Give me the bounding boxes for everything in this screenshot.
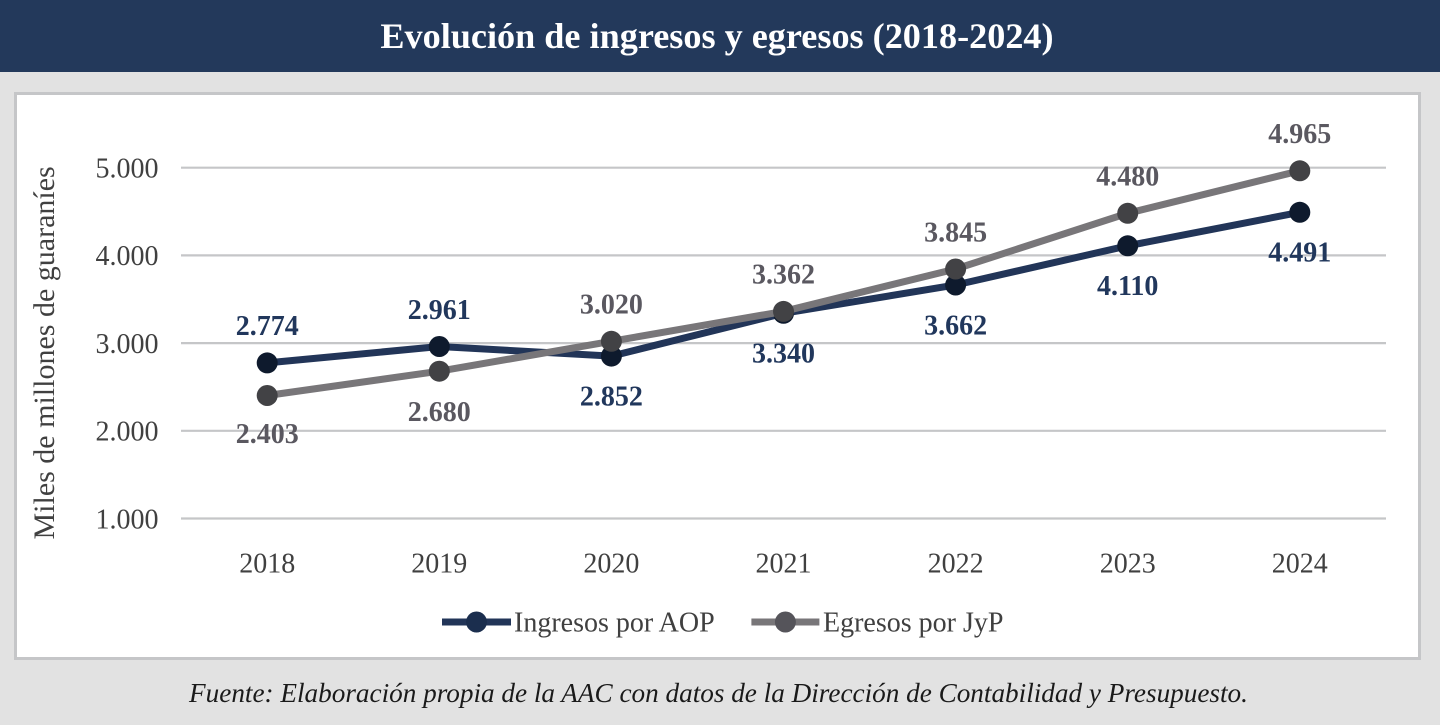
svg-text:2018: 2018 [239, 549, 295, 580]
svg-text:Ingresos por AOP: Ingresos por AOP [514, 607, 715, 638]
svg-text:3.020: 3.020 [580, 290, 643, 321]
svg-text:2.680: 2.680 [408, 397, 471, 428]
svg-text:2023: 2023 [1100, 549, 1156, 580]
svg-text:2024: 2024 [1272, 549, 1328, 580]
svg-text:2.774: 2.774 [236, 311, 299, 342]
svg-text:Miles de millones de guaraníes: Miles de millones de guaraníes [28, 166, 61, 539]
svg-text:5.000: 5.000 [96, 154, 159, 185]
svg-text:2021: 2021 [756, 549, 812, 580]
svg-text:3.340: 3.340 [752, 339, 815, 370]
svg-text:4.110: 4.110 [1097, 271, 1158, 302]
svg-text:3.000: 3.000 [96, 329, 159, 360]
svg-text:2022: 2022 [928, 549, 984, 580]
svg-text:4.000: 4.000 [96, 241, 159, 272]
svg-text:2020: 2020 [583, 549, 639, 580]
svg-text:Egresos por JyP: Egresos por JyP [823, 607, 1003, 638]
svg-text:4.491: 4.491 [1268, 238, 1331, 269]
svg-text:3.362: 3.362 [752, 260, 815, 291]
svg-text:2019: 2019 [411, 549, 467, 580]
svg-text:2.403: 2.403 [236, 419, 299, 450]
svg-text:3.845: 3.845 [924, 217, 987, 248]
svg-text:2.961: 2.961 [408, 295, 471, 326]
svg-text:2.000: 2.000 [96, 417, 159, 448]
svg-text:4.480: 4.480 [1096, 162, 1159, 193]
svg-text:2.852: 2.852 [580, 381, 643, 412]
svg-text:3.662: 3.662 [924, 310, 987, 341]
svg-text:1.000: 1.000 [96, 504, 159, 535]
svg-text:4.965: 4.965 [1268, 119, 1331, 150]
